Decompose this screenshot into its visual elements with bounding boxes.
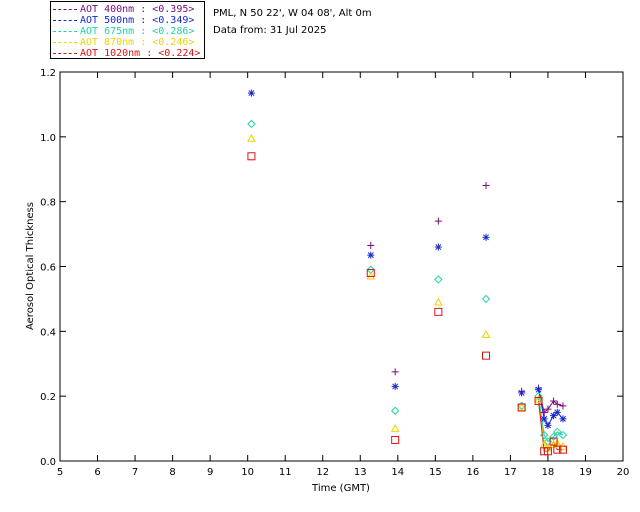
x-tick-label-18: 18 (542, 467, 555, 478)
data-point-s4-p4 (482, 351, 491, 360)
data-point-s4-p2 (391, 435, 400, 444)
data-point-s2-p11 (558, 430, 568, 440)
legend-label-870: AOT 870nm : <0.246> (80, 37, 195, 48)
data-point-s4-p9 (549, 437, 558, 446)
x-tick-label-10: 10 (241, 467, 254, 478)
series-line-2 (538, 396, 564, 443)
data-point-s2-p9 (549, 432, 558, 441)
x-tick-label-8: 8 (169, 467, 175, 478)
data-point-s0-p2 (391, 368, 399, 376)
data-point-s4-p0 (247, 152, 256, 161)
legend-label-400: AOT 400nm : <0.395> (80, 4, 195, 15)
data-point-s4-p5 (517, 403, 526, 412)
data-point-s1-p1 (367, 251, 375, 259)
y-tick-label-0.4: 0.4 (40, 327, 56, 338)
data-point-s2-p4 (481, 294, 491, 304)
station-info: PML, N 50 22', W 04 08', Alt 0m (213, 8, 372, 19)
x-tick-label-5: 5 (57, 467, 63, 478)
x-tick-label-16: 16 (466, 467, 479, 478)
data-point-s0-p7 (540, 408, 548, 416)
x-axis-title: Time (GMT) (311, 483, 370, 494)
legend-label-675: AOT 675nm : <0.286> (80, 26, 195, 37)
data-point-s4-p8 (543, 447, 552, 456)
x-tick-label-6: 6 (94, 467, 100, 478)
x-tick-label-11: 11 (279, 467, 292, 478)
data-point-s1-p11 (559, 415, 567, 423)
data-point-s4-p11 (558, 445, 567, 454)
x-tick-label-14: 14 (391, 467, 404, 478)
y-tick-label-1.2: 1.2 (40, 68, 56, 79)
x-tick-label-17: 17 (504, 467, 517, 478)
x-tick-label-12: 12 (316, 467, 329, 478)
y-tick-label-0.0: 0.0 (40, 457, 56, 468)
data-point-s2-p3 (434, 275, 443, 284)
data-point-s0-p11 (559, 402, 567, 410)
legend-line-500 (53, 19, 77, 21)
x-tick-label-19: 19 (579, 467, 592, 478)
data-point-s0-p9 (550, 397, 558, 405)
x-tick-label-7: 7 (132, 467, 138, 478)
data-point-s2-p10 (553, 427, 562, 437)
data-point-s2-p2 (390, 406, 400, 415)
legend-line-1020 (53, 52, 77, 54)
y-tick-label-0.8: 0.8 (40, 198, 56, 209)
data-point-s2-p7 (539, 430, 549, 440)
data-point-s3-p3 (433, 297, 443, 306)
data-point-s1-p10 (553, 408, 561, 416)
data-point-s0-p10 (553, 400, 561, 408)
y-tick-label-0.6: 0.6 (40, 263, 56, 274)
date-info: Data from: 31 Jul 2025 (213, 25, 327, 36)
legend-line-400 (53, 8, 77, 10)
data-point-s3-p5 (517, 402, 527, 411)
data-point-s1-p5 (518, 389, 526, 397)
data-point-s0-p3 (434, 217, 442, 225)
x-tick-label-13: 13 (354, 467, 367, 478)
data-point-s3-p0 (247, 133, 256, 142)
data-point-s2-p6 (534, 391, 543, 401)
data-point-s4-p1 (366, 268, 375, 277)
data-point-s0-p1 (367, 241, 375, 249)
legend-line-675 (53, 30, 77, 32)
data-point-s2-p0 (247, 119, 256, 129)
legend-entry-500: AOT 500nm : <0.349> (53, 15, 194, 26)
data-point-s3-p1 (366, 271, 376, 280)
y-tick-label-0.2: 0.2 (40, 392, 56, 403)
data-point-s1-p4 (482, 233, 490, 241)
data-point-s4-p3 (434, 307, 443, 316)
data-point-s1-p2 (391, 382, 399, 390)
legend-label-500: AOT 500nm : <0.349> (80, 15, 195, 26)
x-tick-label-9: 9 (207, 467, 213, 478)
legend-box: AOT 400nm : <0.395> AOT 500nm : <0.349> … (50, 1, 205, 59)
data-point-s0-p8 (544, 405, 552, 413)
data-point-s1-p7 (540, 415, 548, 423)
data-point-s1-p3 (434, 243, 442, 251)
legend-entry-400: AOT 400nm : <0.395> (53, 4, 194, 15)
data-point-s1-p0 (247, 89, 255, 97)
data-point-s4-p6 (534, 397, 543, 406)
data-point-s0-p4 (482, 181, 490, 189)
data-point-s3-p2 (390, 424, 400, 432)
data-point-s3-p4 (481, 330, 491, 338)
legend-label-1020: AOT 1020nm : <0.224> (80, 48, 201, 59)
data-point-s4-p10 (553, 445, 562, 454)
data-point-s1-p8 (544, 421, 552, 429)
legend-entry-1020: AOT 1020nm : <0.224> (53, 48, 200, 59)
y-axis-title: Aerosol Optical Thickness (25, 202, 36, 330)
legend-entry-675: AOT 675nm : <0.286> (53, 26, 194, 37)
data-point-s2-p5 (517, 401, 526, 411)
legend-line-870 (53, 41, 77, 43)
x-tick-label-20: 20 (617, 467, 630, 478)
data-point-s3-p6 (534, 394, 543, 403)
x-tick-label-15: 15 (429, 467, 442, 478)
y-tick-label-1.0: 1.0 (40, 133, 56, 144)
legend-entry-870: AOT 870nm : <0.246> (53, 37, 194, 48)
